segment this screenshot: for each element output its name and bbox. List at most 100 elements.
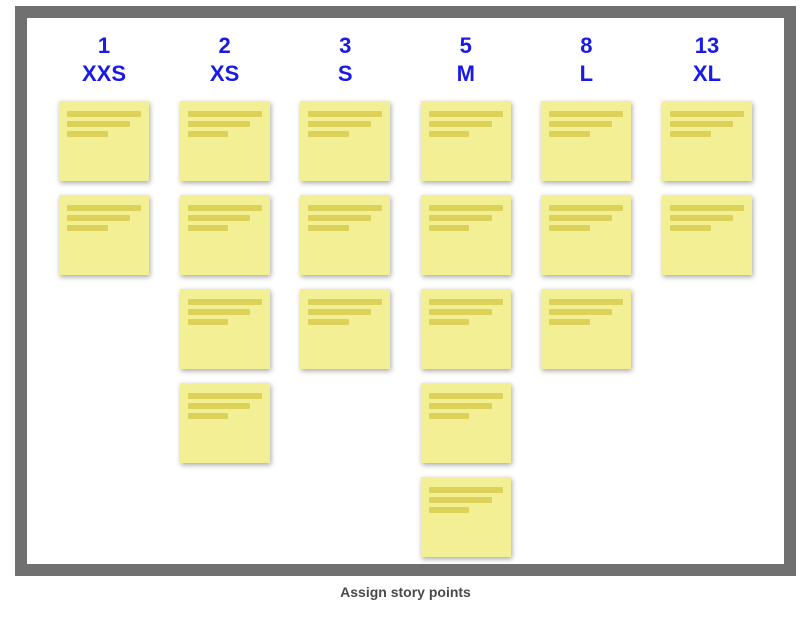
column-size-label: L xyxy=(580,60,593,88)
estimation-board: 1XXS2XS3S5M8L13XL xyxy=(45,32,766,557)
notes-stack xyxy=(662,101,752,275)
column-header: 3S xyxy=(338,32,353,87)
note-text-line xyxy=(429,225,470,231)
note-text-line xyxy=(429,403,492,409)
board-frame: 1XXS2XS3S5M8L13XL xyxy=(15,6,796,576)
notes-stack xyxy=(541,101,631,369)
note-text-line xyxy=(429,205,503,211)
note-text-line xyxy=(188,413,229,419)
sticky-note[interactable] xyxy=(180,195,270,275)
note-text-line xyxy=(308,319,349,325)
column-header: 2XS xyxy=(210,32,239,87)
sticky-note[interactable] xyxy=(180,383,270,463)
note-text-line xyxy=(549,309,612,315)
sticky-note[interactable] xyxy=(541,195,631,275)
note-text-line xyxy=(188,309,251,315)
column-points: 3 xyxy=(338,32,353,60)
note-text-line xyxy=(188,319,229,325)
note-text-line xyxy=(429,215,492,221)
note-text-line xyxy=(67,215,130,221)
note-text-line xyxy=(308,121,371,127)
note-text-line xyxy=(429,413,470,419)
note-text-line xyxy=(188,205,262,211)
note-text-line xyxy=(429,299,503,305)
sticky-note[interactable] xyxy=(180,101,270,181)
column-points: 5 xyxy=(457,32,475,60)
column-size-label: M xyxy=(457,60,475,88)
column-l: 8L xyxy=(527,32,645,557)
note-text-line xyxy=(670,121,733,127)
note-text-line xyxy=(429,507,470,513)
note-text-line xyxy=(670,225,711,231)
column-points: 13 xyxy=(693,32,721,60)
note-text-line xyxy=(429,111,503,117)
column-xxs: 1XXS xyxy=(45,32,163,557)
note-text-line xyxy=(308,299,382,305)
note-text-line xyxy=(429,497,492,503)
note-text-line xyxy=(188,131,229,137)
note-text-line xyxy=(670,131,711,137)
notes-stack xyxy=(180,101,270,463)
note-text-line xyxy=(549,131,590,137)
note-text-line xyxy=(308,205,382,211)
note-text-line xyxy=(67,121,130,127)
sticky-note[interactable] xyxy=(421,383,511,463)
note-text-line xyxy=(188,403,251,409)
sticky-note[interactable] xyxy=(180,289,270,369)
note-text-line xyxy=(429,131,470,137)
note-text-line xyxy=(188,393,262,399)
note-text-line xyxy=(670,111,744,117)
column-header: 13XL xyxy=(693,32,721,87)
sticky-note[interactable] xyxy=(541,289,631,369)
note-text-line xyxy=(67,225,108,231)
note-text-line xyxy=(308,215,371,221)
note-text-line xyxy=(670,215,733,221)
sticky-note[interactable] xyxy=(421,289,511,369)
sticky-note[interactable] xyxy=(59,101,149,181)
sticky-note[interactable] xyxy=(300,101,390,181)
note-text-line xyxy=(429,393,503,399)
sticky-note[interactable] xyxy=(662,195,752,275)
note-text-line xyxy=(308,309,371,315)
sticky-note[interactable] xyxy=(541,101,631,181)
note-text-line xyxy=(429,487,503,493)
sticky-note[interactable] xyxy=(421,195,511,275)
sticky-note[interactable] xyxy=(421,101,511,181)
note-text-line xyxy=(308,225,349,231)
note-text-line xyxy=(549,215,612,221)
column-points: 1 xyxy=(82,32,126,60)
note-text-line xyxy=(549,299,623,305)
caption: Assign story points xyxy=(0,584,811,600)
note-text-line xyxy=(549,205,623,211)
column-s: 3S xyxy=(286,32,404,557)
column-size-label: XL xyxy=(693,60,721,88)
note-text-line xyxy=(549,319,590,325)
sticky-note[interactable] xyxy=(421,477,511,557)
column-xl: 13XL xyxy=(648,32,766,557)
sticky-note[interactable] xyxy=(59,195,149,275)
column-m: 5M xyxy=(407,32,525,557)
note-text-line xyxy=(549,121,612,127)
column-header: 8L xyxy=(580,32,593,87)
note-text-line xyxy=(188,299,262,305)
column-size-label: XXS xyxy=(82,60,126,88)
note-text-line xyxy=(67,131,108,137)
note-text-line xyxy=(429,121,492,127)
note-text-line xyxy=(549,225,590,231)
sticky-note[interactable] xyxy=(300,195,390,275)
column-header: 5M xyxy=(457,32,475,87)
note-text-line xyxy=(188,225,229,231)
notes-stack xyxy=(300,101,390,369)
note-text-line xyxy=(188,111,262,117)
sticky-note[interactable] xyxy=(300,289,390,369)
note-text-line xyxy=(429,319,470,325)
note-text-line xyxy=(308,111,382,117)
note-text-line xyxy=(308,131,349,137)
note-text-line xyxy=(670,205,744,211)
column-points: 8 xyxy=(580,32,593,60)
column-points: 2 xyxy=(210,32,239,60)
note-text-line xyxy=(549,111,623,117)
sticky-note[interactable] xyxy=(662,101,752,181)
notes-stack xyxy=(59,101,149,275)
column-xs: 2XS xyxy=(166,32,284,557)
